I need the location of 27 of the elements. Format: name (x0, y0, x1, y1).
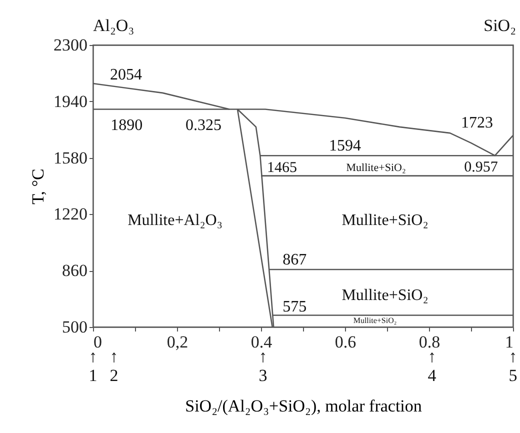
y-tick-label: 1220 (54, 204, 88, 224)
annotation: 1465 (267, 160, 297, 176)
annotation: Mullite+Al₂O₃ (128, 212, 222, 229)
annotation: 1890 (110, 117, 143, 134)
annotation: 1594 (329, 138, 361, 155)
annotation: 1723 (461, 114, 493, 132)
y-tick-label: 860 (62, 261, 88, 280)
x-tick-label: 0.6 (334, 332, 356, 352)
y-tick-label: 500 (62, 318, 88, 336)
y-tick-label: 2300 (54, 36, 88, 54)
annotation: Mullite+SiO₂ (353, 316, 397, 325)
y-tick-label: 1940 (54, 92, 88, 111)
annotation: 575 (282, 298, 307, 316)
annotation: 2054 (110, 66, 142, 84)
annotation: Mullite+SiO₂ (346, 162, 406, 174)
x-tick-label: 0,2 (166, 332, 188, 352)
annotation: Mullite+SiO₂ (342, 287, 428, 304)
annotation: 0.325 (186, 117, 222, 134)
text: Al₂O₃ (93, 16, 134, 35)
annotation: 867 (282, 252, 307, 269)
annotation: 0.957 (464, 160, 498, 176)
y-tick-label: 1580 (54, 148, 88, 168)
annotation: Mullite+SiO₂ (342, 212, 428, 229)
y-axis-title: T, °C (28, 168, 48, 204)
x-axis-title: SiO₂/(Al₂O₃+SiO₂), molar fraction (185, 396, 422, 416)
text: SiO₂ (484, 16, 516, 35)
text: ↑ 2 (110, 347, 118, 385)
